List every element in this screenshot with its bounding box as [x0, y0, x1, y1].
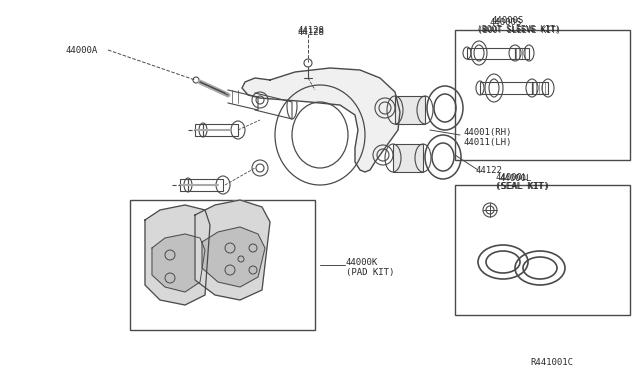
Bar [480, 82, 532, 94]
Text: 44128: 44128 [297, 26, 324, 35]
Bar [130, 200, 315, 330]
Text: 44128: 44128 [297, 28, 324, 37]
Polygon shape [195, 200, 270, 300]
Bar [188, 179, 223, 191]
Text: (SEAL KIT): (SEAL KIT) [496, 182, 550, 191]
Text: (BOOT SLEEVE KIT): (BOOT SLEEVE KIT) [477, 25, 560, 34]
Polygon shape [242, 68, 400, 172]
Text: 44000K: 44000K [346, 258, 378, 267]
Polygon shape [202, 227, 265, 287]
Bar [455, 185, 630, 315]
Text: 44122: 44122 [475, 166, 502, 175]
Text: (SEAL KIT): (SEAL KIT) [495, 182, 548, 191]
Text: 44011(LH): 44011(LH) [463, 138, 511, 147]
Bar [180, 179, 188, 191]
Bar [515, 48, 529, 59]
Text: 44000S: 44000S [490, 18, 522, 27]
Text: 44000L: 44000L [499, 174, 531, 183]
Text: R441001C: R441001C [530, 358, 573, 367]
Bar [395, 96, 425, 124]
Polygon shape [152, 234, 205, 292]
Bar [195, 124, 203, 136]
Text: (PAD KIT): (PAD KIT) [346, 268, 394, 277]
Polygon shape [145, 205, 210, 305]
Bar [455, 30, 630, 160]
Text: 44000L: 44000L [496, 173, 528, 182]
Text: (BOOT SLEEVE KIT): (BOOT SLEEVE KIT) [478, 26, 561, 35]
Bar [532, 82, 548, 94]
Text: 44000A: 44000A [65, 46, 97, 55]
Bar [203, 124, 238, 136]
Bar [467, 48, 515, 59]
Text: 44001(RH): 44001(RH) [463, 128, 511, 137]
Bar [393, 144, 423, 172]
Text: 44000S: 44000S [492, 16, 524, 25]
